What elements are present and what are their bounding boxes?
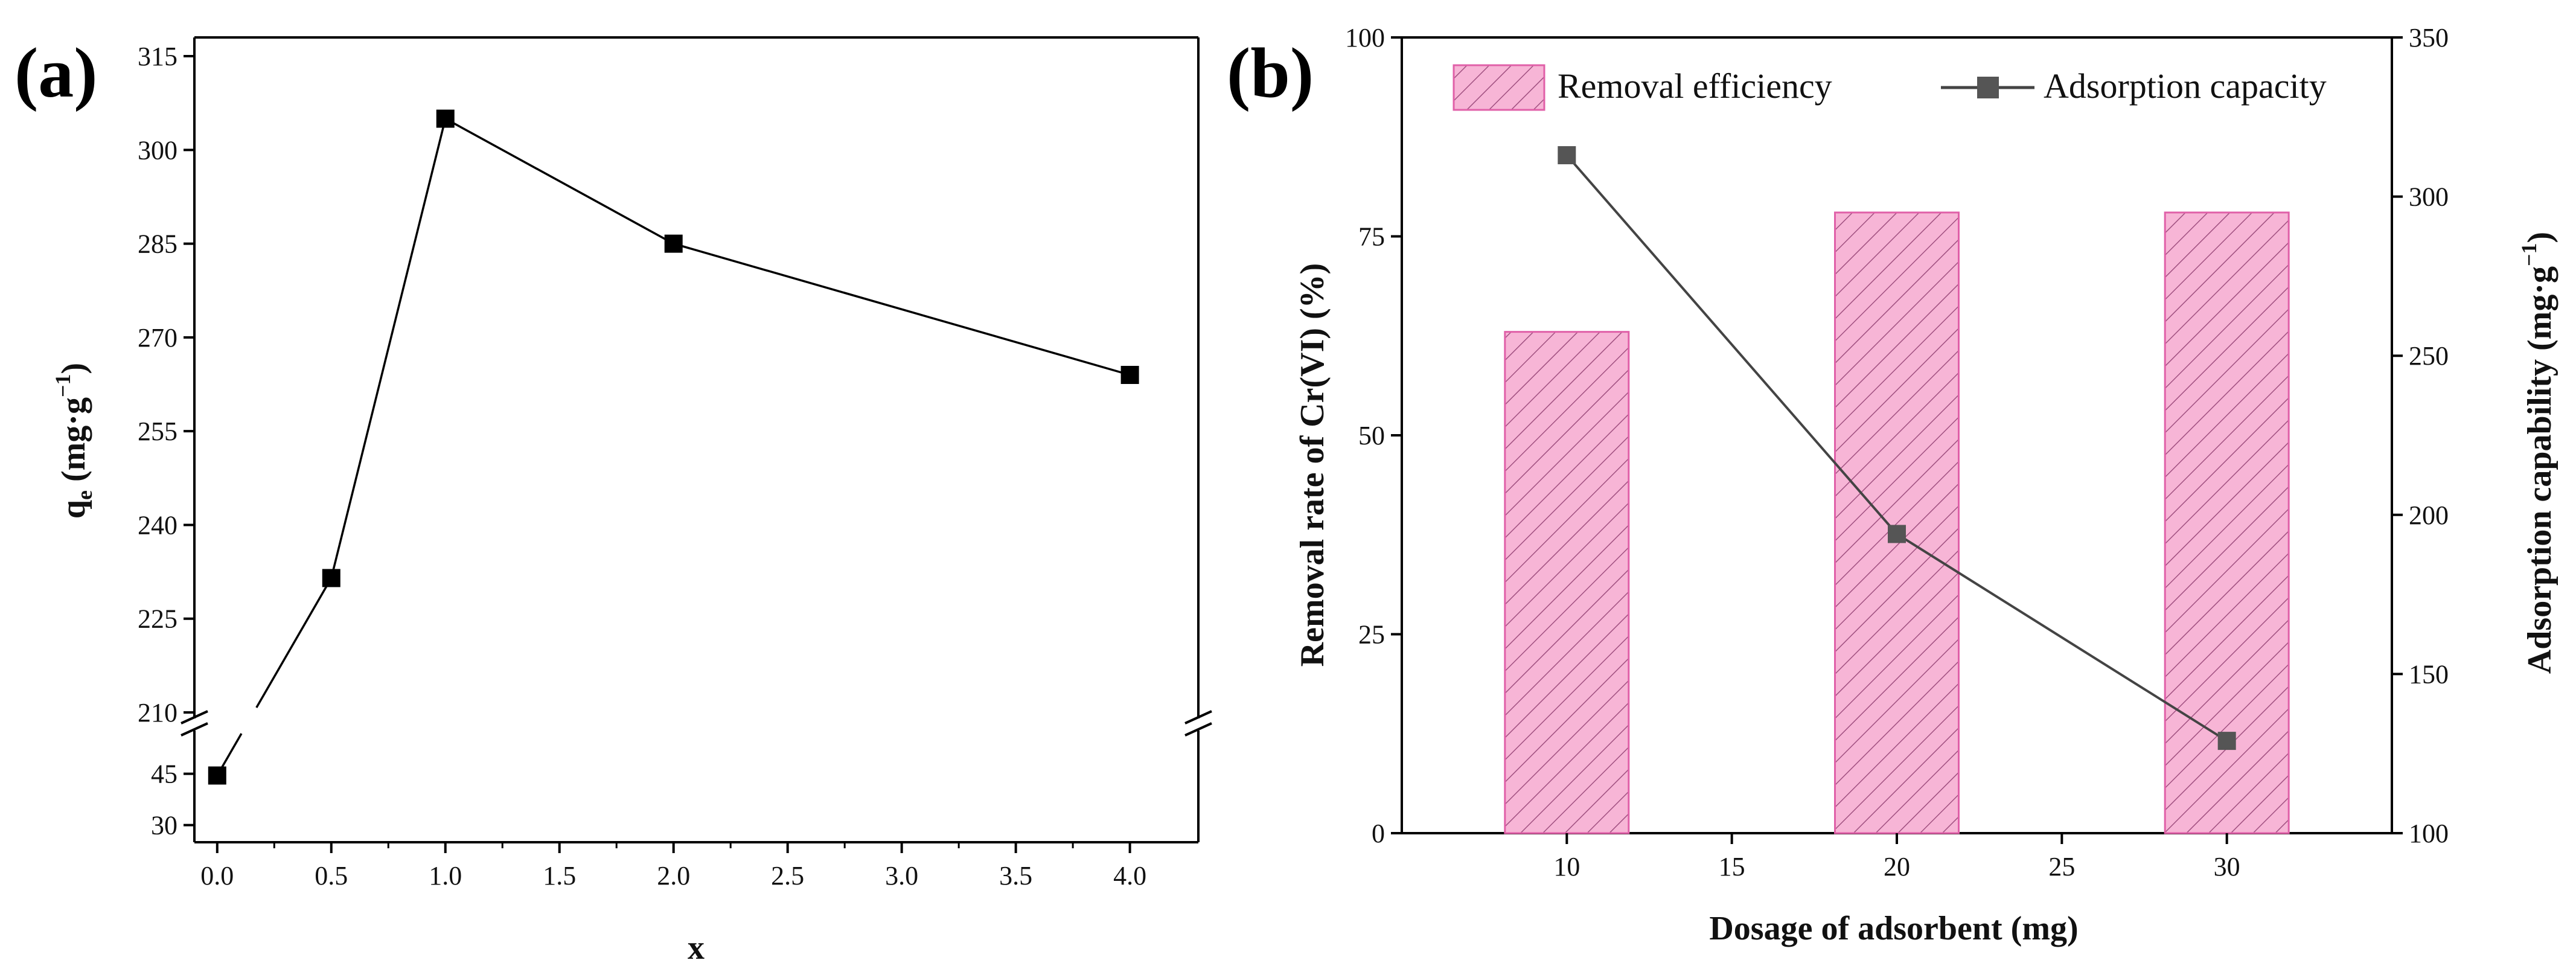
right-y-tick-label: 100 bbox=[2409, 819, 2449, 848]
x-tick-label: 10 bbox=[1553, 852, 1580, 881]
panel-b-right-y-axis-title: Adsorption capability (mg·g−1) bbox=[2517, 232, 2558, 674]
panel-b-x-ticks: 10 15 20 25 30 bbox=[1553, 833, 2240, 881]
panel-a-y-axis-title-sub: e bbox=[72, 490, 97, 500]
left-y-tick-label: 75 bbox=[1358, 222, 1385, 252]
axis-break-mark-right-1 bbox=[1184, 710, 1212, 724]
data-point-marker bbox=[2217, 732, 2236, 750]
series-line-segment bbox=[255, 577, 333, 708]
panel-a-x-ticks: 0.0 0.5 1.0 1.5 2.0 2.5 3.0 3.5 4.0 bbox=[200, 842, 1146, 891]
series-line-segment bbox=[330, 118, 447, 578]
x-tick-label: 25 bbox=[2048, 852, 2075, 881]
y-tick-label: 30 bbox=[151, 811, 177, 840]
y-tick-label: 270 bbox=[138, 323, 177, 353]
panel-a-chart: 0.0 0.5 1.0 1.5 2.0 2.5 3.0 3.5 4.0 210 225 240 255… bbox=[51, 36, 1212, 966]
x-tick-label: 1.0 bbox=[429, 861, 462, 891]
left-y-tick-label: 50 bbox=[1358, 421, 1385, 450]
x-tick-label: 0.5 bbox=[315, 861, 348, 891]
right-y-tick-label: 300 bbox=[2409, 182, 2449, 212]
x-tick-label: 2.0 bbox=[657, 861, 690, 891]
right-y-tick-label: 150 bbox=[2409, 659, 2449, 689]
panel-b-right-y-axis-title-sup: −1 bbox=[2517, 243, 2541, 266]
legend-swatch-removal-efficiency bbox=[1453, 64, 1545, 111]
data-point-marker bbox=[208, 766, 226, 785]
panel-a-y-axis-title-close: ) bbox=[55, 363, 92, 374]
panel-a-y-axis-title-q: q bbox=[55, 500, 92, 519]
data-point-marker bbox=[322, 569, 340, 587]
x-tick-label: 4.0 bbox=[1113, 861, 1146, 891]
right-y-tick-label: 250 bbox=[2409, 341, 2449, 371]
data-point-marker bbox=[1888, 525, 1906, 543]
x-tick-label: 30 bbox=[2214, 852, 2240, 881]
y-tick-label: 300 bbox=[138, 135, 177, 165]
right-y-tick-label: 200 bbox=[2409, 501, 2449, 530]
bar-removal-efficiency bbox=[1834, 211, 1960, 834]
panel-b-right-y-ticks: 100 150 200 250 300 350 bbox=[2392, 23, 2449, 848]
series-line-segment bbox=[673, 242, 1131, 376]
panel-b-right-y-axis-title-main: Adsorption capability (mg·g bbox=[2521, 266, 2558, 674]
axis-break-mark-left-2 bbox=[181, 722, 208, 737]
x-tick-label: 3.5 bbox=[999, 861, 1032, 891]
left-y-tick-label: 100 bbox=[1345, 23, 1385, 53]
x-tick-label: 3.0 bbox=[885, 861, 918, 891]
panel-a-axes bbox=[181, 36, 1212, 843]
data-point-marker bbox=[664, 234, 683, 253]
legend-label-adsorption-capacity: Adsorption capacity bbox=[2044, 66, 2327, 106]
y-tick-label: 45 bbox=[151, 760, 177, 789]
data-point-marker bbox=[1558, 146, 1576, 165]
bar-removal-efficiency bbox=[1504, 331, 1630, 834]
panel-label-b: (b) bbox=[1227, 33, 1314, 112]
data-point-marker bbox=[1120, 366, 1139, 384]
y-tick-label: 210 bbox=[138, 698, 177, 728]
axis-break-mark-right-2 bbox=[1184, 722, 1212, 737]
left-y-tick-label: 25 bbox=[1358, 620, 1385, 650]
y-tick-label: 225 bbox=[138, 604, 177, 634]
panel-b-legend: Removal efficiency Adsorption capacity bbox=[1453, 64, 2327, 111]
data-point-marker bbox=[436, 109, 455, 128]
panel-b-left-y-ticks: 0 25 50 75 100 bbox=[1345, 23, 1402, 848]
x-tick-label: 15 bbox=[1719, 852, 1745, 881]
x-tick-label: 0.0 bbox=[200, 861, 234, 891]
panel-b-line-series bbox=[1558, 146, 2236, 750]
left-y-tick-label: 0 bbox=[1372, 819, 1385, 848]
y-tick-label: 285 bbox=[138, 229, 177, 259]
axis-break-mark-left-1 bbox=[181, 710, 208, 724]
legend-marker-adsorption-capacity bbox=[1977, 77, 1999, 98]
panel-b-right-y-axis-title-close: ) bbox=[2521, 232, 2558, 243]
x-tick-label: 2.5 bbox=[771, 861, 804, 891]
panel-a-y-axis-title-sup: −1 bbox=[51, 374, 75, 398]
panel-a-x-axis-title: x bbox=[688, 929, 705, 966]
y-tick-label: 255 bbox=[138, 417, 177, 446]
bar-removal-efficiency bbox=[2164, 211, 2290, 834]
y-tick-label: 240 bbox=[138, 510, 177, 540]
panel-a-y-ticks: 210 225 240 255 270 285 300 315 30 45 bbox=[138, 42, 194, 840]
panel-b-bars bbox=[1504, 211, 2290, 834]
y-tick-label: 315 bbox=[138, 42, 177, 71]
panel-a-y-axis-title-unit: (mg·g bbox=[55, 397, 92, 482]
panel-b-chart: 10 15 20 25 30 0 25 50 75 100 100 150 200 250 300 350… bbox=[1294, 23, 2558, 947]
series-line-segment bbox=[444, 118, 674, 245]
panel-label-a: (a) bbox=[14, 33, 98, 112]
x-tick-label: 20 bbox=[1884, 852, 1910, 881]
panel-b-left-y-axis-title: Removal rate of Cr(VI) (%) bbox=[1294, 263, 1331, 667]
legend-label-removal-efficiency: Removal efficiency bbox=[1558, 66, 1832, 106]
right-y-tick-label: 350 bbox=[2409, 23, 2449, 53]
x-tick-label: 1.5 bbox=[543, 861, 576, 891]
panel-a-y-axis-title: qe (mg·g−1) bbox=[51, 363, 97, 519]
panel-b-x-axis-title: Dosage of adsorbent (mg) bbox=[1709, 910, 2078, 947]
panel-a-series bbox=[208, 109, 1139, 785]
